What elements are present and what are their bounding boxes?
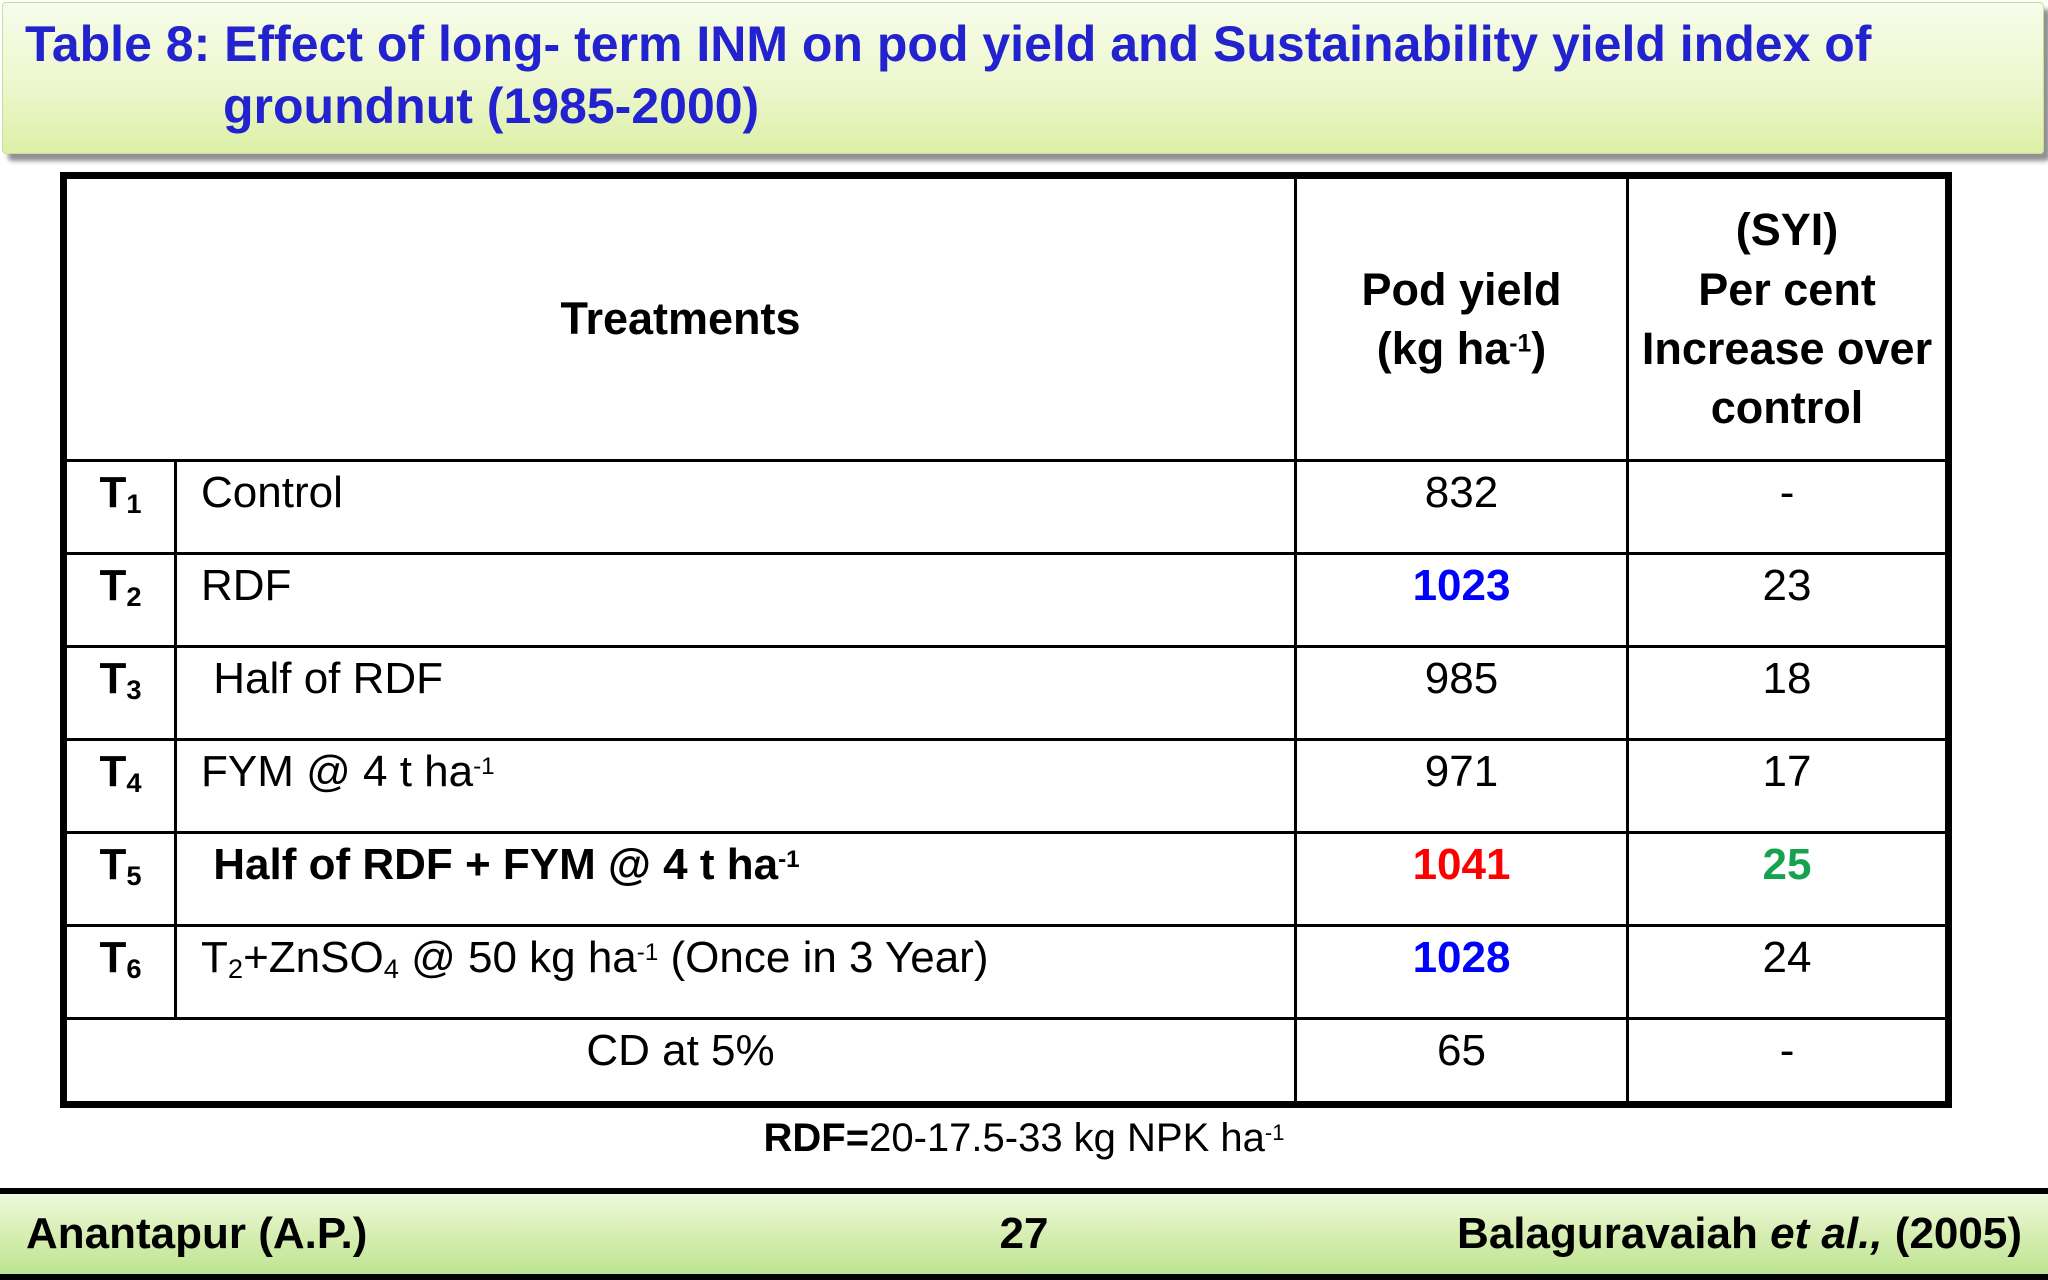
cd-pod-cell: 65 [1294, 1017, 1630, 1106]
treatment-id-cell: T4 [62, 738, 177, 834]
footer-location: Anantapur (A.P.) [26, 1209, 368, 1258]
page-title-line2: groundnut (1985-2000) [223, 78, 760, 134]
pod-yield-cell: 832 [1294, 459, 1630, 555]
rdf-note-label: RDF= [763, 1116, 870, 1160]
table-row: T3 Half of RDF 985 18 [62, 645, 1951, 741]
pod-yield-cell: 1028 [1294, 924, 1630, 1020]
treatment-name-cell: RDF [173, 552, 1298, 648]
syi-cell: 18 [1626, 645, 1951, 741]
cd-syi-cell: - [1626, 1017, 1951, 1106]
table-row: T6 T2+ZnSO4 @ 50 kg ha-1 (Once in 3 Year)… [62, 924, 1951, 1020]
syi-cell: 17 [1626, 738, 1951, 834]
pod-yield-cell: 1023 [1294, 552, 1630, 648]
title-bar: Table 8: Effect of long- term INM on pod… [2, 2, 2044, 154]
header-pod-yield: Pod yield (kg ha-1) [1294, 174, 1630, 462]
table-row: T2 RDF 1023 23 [62, 552, 1951, 648]
table-body: T1 Control 832- T2 RDF 1023 23 T3 Half of RDF 98… [61, 459, 1951, 1106]
page-number: 27 [999, 1209, 1049, 1258]
pod-yield-cell: 985 [1294, 645, 1630, 741]
data-table: Treatments Pod yield (kg ha-1) (SYI) Per… [60, 172, 1953, 1108]
rdf-note: RDF=20-17.5-33 kg NPK ha-1 [0, 1116, 2048, 1161]
footer-citation: Balaguravaiah et al., (2005) [1124, 1209, 2048, 1259]
syi-cell: 25 [1626, 831, 1951, 927]
table-row: T5 Half of RDF + FYM @ 4 t ha-1 1041 25 [62, 831, 1951, 927]
header-row: Treatments Pod yield (kg ha-1) (SYI) Per… [61, 174, 1951, 462]
treatment-id-cell: T3 [62, 645, 177, 741]
treatment-id-cell: T5 [62, 831, 177, 927]
cd-row-label: CD at 5% [61, 1017, 1298, 1106]
syi-cell: 23 [1626, 552, 1951, 648]
syi-cell: 24 [1626, 924, 1951, 1020]
treatment-name-cell: Half of RDF [173, 645, 1298, 741]
rdf-note-value: 20-17.5-33 kg NPK ha-1 [869, 1116, 1285, 1160]
treatment-name-cell: Control [173, 459, 1298, 555]
page-title: Table 8: Effect of long- term INM on pod… [25, 16, 1872, 72]
syi-cell: - [1626, 459, 1951, 555]
header-treatments: Treatments [61, 174, 1298, 462]
footer-bar: Anantapur (A.P.) 27 Balaguravaiah et al.… [0, 1188, 2048, 1280]
citation-author: Balaguravaiah [1457, 1209, 1771, 1258]
treatment-id-cell: T1 [62, 459, 177, 555]
treatment-name-cell: Half of RDF + FYM @ 4 t ha-1 [173, 831, 1298, 927]
treatment-name-cell: T2+ZnSO4 @ 50 kg ha-1 (Once in 3 Year) [173, 924, 1298, 1020]
header-syi: (SYI) Per cent Increase over control [1626, 174, 1951, 462]
treatment-id-cell: T6 [62, 924, 177, 1020]
treatment-name-cell: FYM @ 4 t ha-1 [173, 738, 1298, 834]
pod-yield-cell: 1041 [1294, 831, 1630, 927]
table-row: T4 FYM @ 4 t ha-1 971 17 [62, 738, 1951, 834]
pod-yield-cell: 971 [1294, 738, 1630, 834]
table-row: T1 Control 832- [62, 459, 1951, 555]
treatment-id-cell: T2 [62, 552, 177, 648]
citation-year: (2005) [1882, 1209, 2022, 1258]
cd-row: CD at 5% 65- [61, 1017, 1951, 1106]
citation-etal: et al., [1770, 1209, 1883, 1258]
